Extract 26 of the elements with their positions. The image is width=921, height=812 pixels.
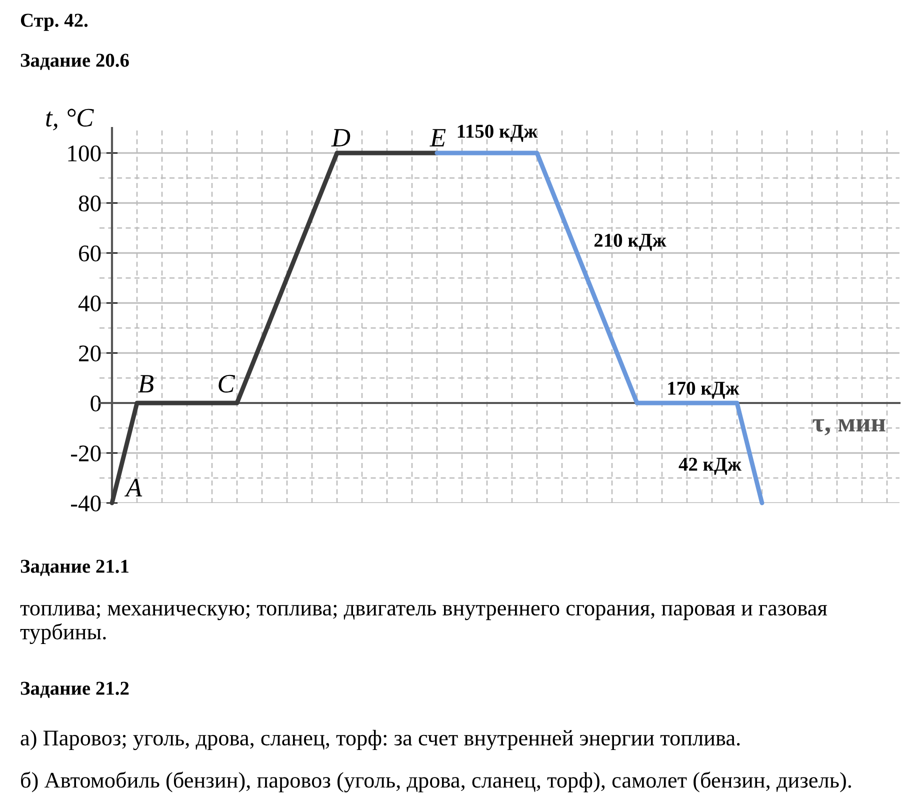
y-tick-label: 20: [79, 345, 101, 362]
y-tick-label: -20: [70, 445, 101, 462]
y-tick-label: 40: [78, 295, 101, 312]
annotation: A: [124, 478, 142, 496]
annotation: 42 кДж: [678, 458, 742, 475]
y-tick-label: 60: [78, 245, 101, 262]
annotation: 1150 кДж: [458, 124, 538, 142]
annotation: 170 кДж: [668, 382, 740, 399]
chart-title: Стр. 42.: [20, 14, 88, 31]
text: топлива; механическую; топлива; двигатель внутреннего сгорания, паровая и газовая турбины.: [20, 604, 828, 644]
text: б) Автомобиль (бензин), паровоз (уголь, дрова, сланец, торф), самолет (бензин, дизель).: [21, 772, 851, 792]
annotation: D: [331, 129, 350, 146]
x-axis-title: τ, мин: [812, 419, 886, 436]
text: а) Паровоз; уголь, дрова, сланец, торф: за счет внутренней энергии топлива.: [20, 730, 740, 750]
annotation: 210 кДж: [594, 234, 666, 251]
y-tick-label: -40: [70, 495, 101, 512]
y-tick-label: 80: [78, 195, 101, 212]
chart-subtitle: Задание 20.6: [20, 54, 129, 70]
y-tick-label: 100: [68, 145, 101, 162]
line-series: [434, 150, 764, 506]
annotation: C: [218, 374, 236, 393]
annotation: E: [430, 129, 446, 146]
text: Задание 21.2: [20, 682, 129, 698]
y-axis-title: t, °C: [46, 108, 94, 130]
annotation: B: [138, 375, 154, 392]
text: Задание 21.1: [20, 560, 128, 576]
